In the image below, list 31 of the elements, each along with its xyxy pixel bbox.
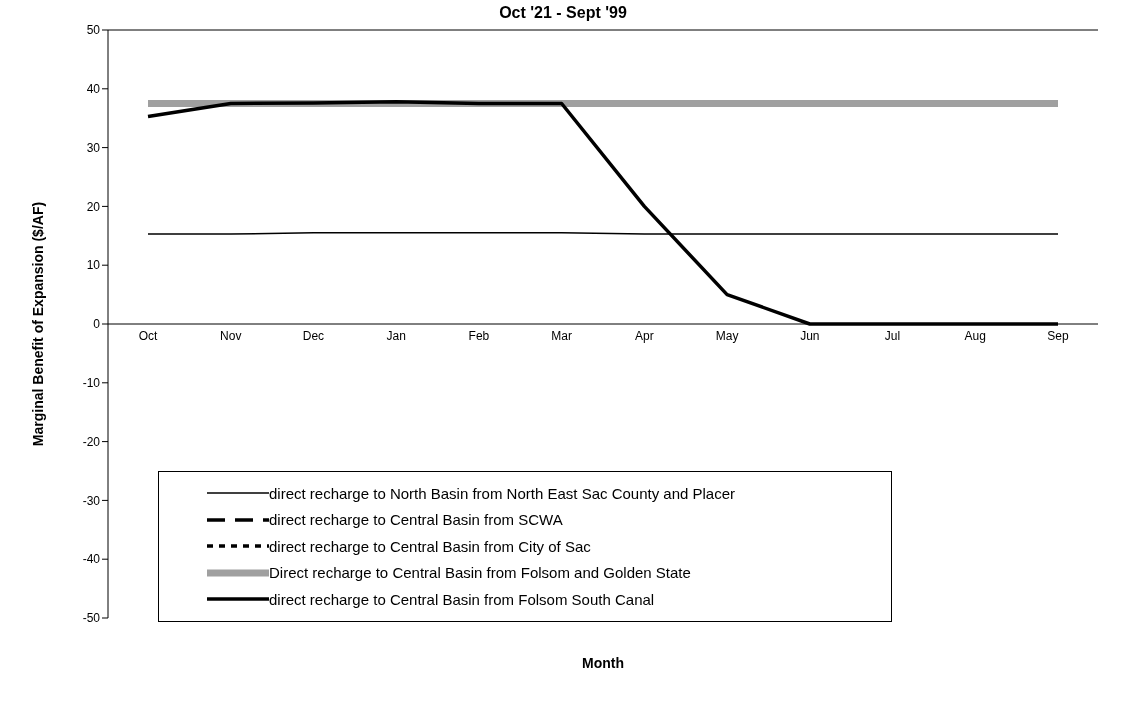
x-tick-label: Sep [1047,329,1069,343]
y-tick-label: 0 [93,317,101,332]
x-tick-label: Apr [635,329,654,343]
x-tick-label: Nov [220,329,242,343]
y-tick-label: 20 [86,199,101,214]
y-tick-label: 50 [86,23,101,38]
y-tick-label: -40 [82,552,101,567]
x-tick-label: Jun [800,329,820,343]
chart-title: Oct '21 - Sept '99 [498,4,628,22]
legend-label: direct recharge to North Basin from North East Sac County and Placer [269,484,736,502]
x-tick-label: Dec [302,329,325,343]
y-tick-label: -10 [82,376,101,391]
y-axis-title: Marginal Benefit of Expansion ($/AF) [29,201,46,447]
y-tick-label: -30 [82,493,101,508]
y-tick-label: -20 [82,434,101,449]
x-tick-label: May [715,329,739,343]
x-tick-label: Feb [468,329,490,343]
legend-label: direct recharge to Central Basin from SCWA [269,511,563,529]
y-tick-label: 30 [86,140,101,155]
x-tick-label: Jul [884,329,901,343]
legend-label: Direct recharge to Central Basin from Folsom and Golden State [269,564,691,582]
y-tick-label: 40 [86,82,101,97]
legend-label: direct recharge to Central Basin from Folsom South Canal [269,590,655,608]
x-tick-label: Oct [138,329,158,343]
y-tick-label: -50 [82,611,101,626]
x-tick-label: Aug [964,329,986,343]
x-tick-label: Mar [551,329,572,343]
legend-label: direct recharge to Central Basin from City of Sac [269,537,591,555]
x-axis-title: Month [582,655,624,671]
x-tick-label: Jan [386,329,406,343]
y-tick-label: 10 [86,258,101,273]
